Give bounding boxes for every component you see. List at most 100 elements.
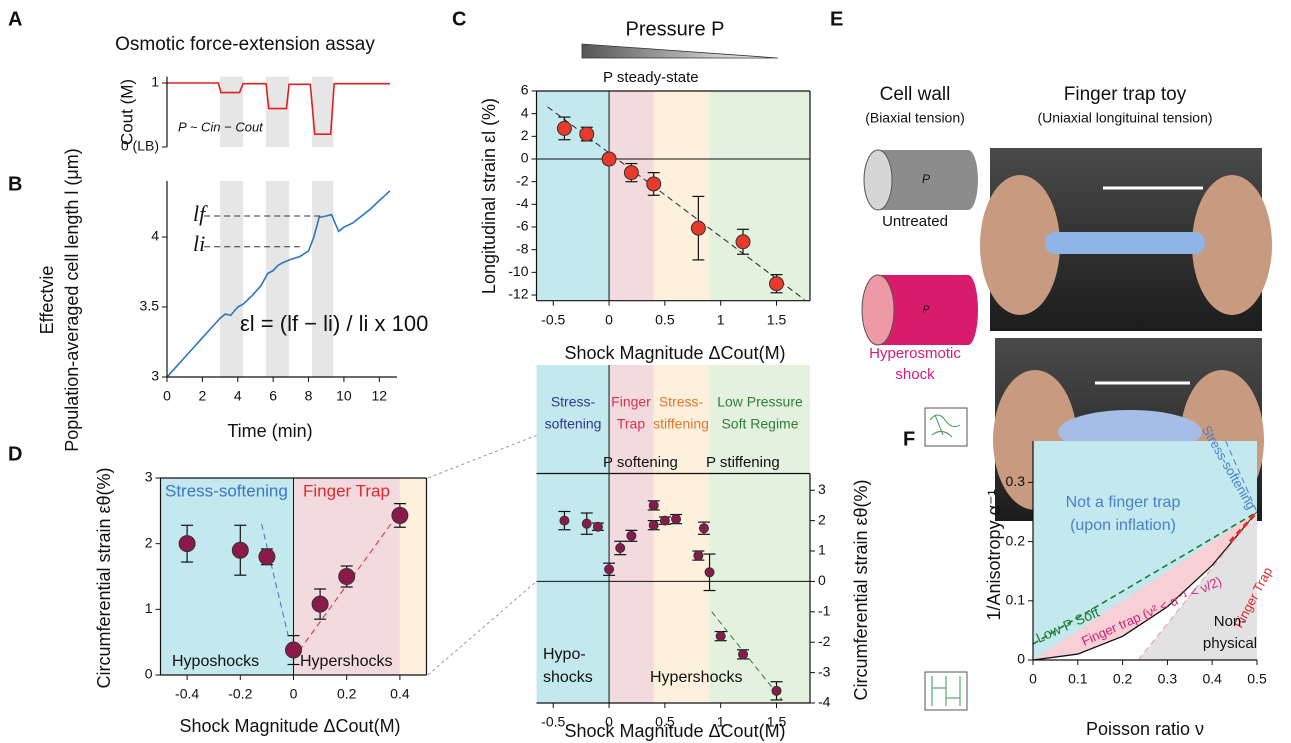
x-tick-label: 0 <box>163 388 171 404</box>
cylinder-end <box>958 275 978 345</box>
x-axis-label: Poisson ratio ν <box>1086 719 1204 739</box>
shaded-interval <box>312 77 333 147</box>
x-tick-label: 6 <box>269 388 277 404</box>
point <box>699 524 708 533</box>
point <box>232 542 248 558</box>
region-label: Stress-softening <box>165 481 288 500</box>
x-tick-label: 0.4 <box>390 686 410 702</box>
x-axis-label: Shock Magnitude ΔCout(M) <box>564 721 785 741</box>
point <box>312 596 328 612</box>
e-subtitle: (Biaxial tension) <box>865 110 965 126</box>
region-label: Stress- <box>659 394 704 410</box>
region-label: Stress- <box>551 394 596 410</box>
annotation: lf <box>193 201 208 226</box>
cylinder-end <box>958 150 978 210</box>
point <box>602 152 616 166</box>
point <box>560 516 569 525</box>
point <box>649 501 658 510</box>
y-axis-label: Longitudinal strain εl (%) <box>479 98 499 294</box>
point <box>179 536 195 552</box>
panel-label: A <box>8 8 22 30</box>
annotation: P softening <box>603 454 678 471</box>
y-tick-label: 4 <box>521 104 529 120</box>
annotation: P steady-state <box>603 69 699 86</box>
annotation: P ~ Cin − Cout <box>178 119 264 134</box>
icon <box>925 408 967 446</box>
shaded-interval <box>220 77 243 147</box>
annotation: (upon inflation) <box>1070 517 1176 534</box>
panel-label: D <box>8 443 22 465</box>
point <box>616 543 625 552</box>
y-axis-label: Circumferential strain εθ(%) <box>851 479 871 700</box>
panel-label: C <box>452 8 466 30</box>
x-axis-label: Time (min) <box>227 421 312 441</box>
shaded-interval <box>220 181 243 377</box>
point <box>647 177 661 191</box>
point <box>557 121 571 135</box>
region <box>537 91 610 301</box>
x-tick-label: 0 <box>605 311 613 327</box>
region-label: Finger Trap <box>303 481 390 500</box>
point <box>580 127 594 141</box>
x-tick-label: -0.4 <box>175 686 199 702</box>
annotation: εl = (lf − li) / li x 100 <box>240 311 428 336</box>
x-tick-label: 10 <box>336 388 352 404</box>
point <box>694 551 703 560</box>
annotation: Hypershocks <box>300 653 392 670</box>
cylinder-face <box>864 150 892 210</box>
x-tick-label: -0.2 <box>228 686 252 702</box>
y-tick-label: 0 <box>521 150 529 166</box>
y-tick-label: -2 <box>818 633 831 649</box>
y-tick-label: 0 <box>145 666 153 682</box>
annotation: shocks <box>543 669 593 686</box>
region <box>400 478 427 675</box>
region-label: Soft Regime <box>721 416 798 432</box>
x-tick-label: -0.5 <box>541 714 565 730</box>
point <box>660 516 669 525</box>
point <box>672 515 681 524</box>
annotation: Hypo- <box>543 646 586 663</box>
x-tick-label: 1 <box>717 311 725 327</box>
x-tick-label: 8 <box>305 388 313 404</box>
y-tick-label: 1 <box>145 600 153 616</box>
panel-label: E <box>830 8 843 30</box>
y-axis-label: Effectvie <box>37 266 57 335</box>
y-tick-label: 4 <box>151 228 159 244</box>
e-subtitle: (Uniaxial longituinal tension) <box>1037 110 1212 126</box>
point <box>770 277 784 291</box>
e-title: Finger trap toy <box>1064 84 1187 105</box>
y-tick-label: -10 <box>508 263 528 279</box>
y-tick-label: 1 <box>818 542 826 558</box>
shaded-interval <box>312 181 333 377</box>
y-tick-label: 3 <box>818 481 826 497</box>
region-label: softening <box>545 416 602 432</box>
pressure-wedge <box>582 44 778 58</box>
point <box>339 569 355 585</box>
point <box>649 521 658 530</box>
point <box>739 650 748 659</box>
region-label: Trap <box>617 416 645 432</box>
y-axis-label: 1/Anisotropy α⁻¹ <box>984 490 1004 621</box>
panel-label: F <box>903 428 915 450</box>
point <box>705 568 714 577</box>
y-tick-label: 2 <box>521 127 529 143</box>
x-tick-label: 0.1 <box>1068 671 1088 687</box>
point <box>392 507 408 523</box>
zoom-guide <box>428 432 545 478</box>
y-axis-label: Population-averaged cell length l (μm) <box>62 148 82 452</box>
x-axis-label: Shock Magnitude ΔCout(M) <box>564 343 785 363</box>
y-tick-label: -1 <box>818 603 831 619</box>
region-label: Low Pressure <box>717 394 803 410</box>
point <box>624 166 638 180</box>
y-tick-label: 0.1 <box>1006 592 1026 608</box>
point <box>691 221 705 235</box>
x-tick-label: 0.5 <box>1247 671 1267 687</box>
annotation: Not a finger trap <box>1066 494 1181 511</box>
chart-title: Pressure P <box>626 18 725 40</box>
x-tick-label: -0.5 <box>541 311 565 327</box>
point <box>593 522 602 531</box>
point <box>627 531 636 540</box>
point <box>736 235 750 249</box>
x-tick-label: 0 <box>1029 671 1037 687</box>
cylinder-label: P <box>923 305 930 316</box>
